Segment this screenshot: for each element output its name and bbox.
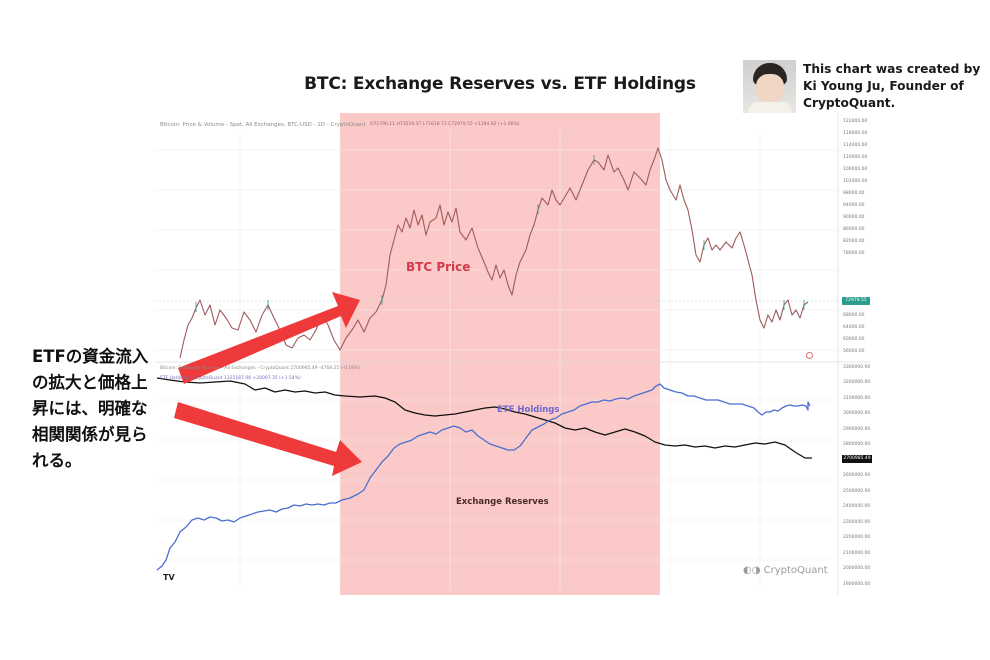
exchange-reserves-line bbox=[156, 377, 812, 459]
y-tick: 1900000.00 bbox=[843, 582, 871, 587]
highlight-region bbox=[340, 113, 660, 595]
y-tick: 60000.00 bbox=[843, 337, 865, 342]
candle-up-marks bbox=[195, 155, 805, 312]
y-tick: 2200000.00 bbox=[843, 535, 871, 540]
author-line-1: This chart was created by bbox=[803, 62, 981, 76]
author-text: This chart was created by Ki Young Ju, F… bbox=[803, 61, 983, 112]
y-tick: 102000.00 bbox=[843, 179, 868, 184]
author-line-2: Ki Young Ju, Founder of bbox=[803, 79, 964, 93]
y-tick: 78000.00 bbox=[843, 251, 865, 256]
exchange-reserves-label: Exchange Reserves bbox=[456, 497, 549, 507]
cryptoquant-watermark: ◐◑ CryptoQuant bbox=[743, 565, 828, 576]
upper-panel-ohlc: O71790.11 H73519.37 L71618.73 C72979.55 … bbox=[370, 122, 520, 127]
last-price-tag: 72979.55 bbox=[842, 297, 870, 305]
y-tick: 2400000.00 bbox=[843, 504, 871, 509]
annotation-line: ETFの資金流入 bbox=[32, 347, 149, 366]
cryptoquant-logo-icon: ◐◑ bbox=[743, 565, 761, 576]
y-tick: 56000.00 bbox=[843, 349, 865, 354]
upper-panel-header: Bitcoin: Price & Volume - Spot, All Exch… bbox=[160, 122, 366, 128]
japanese-annotation: ETFの資金流入 の拡大と価格上 昇には、明確な 相関関係が見ら れる。 bbox=[32, 344, 202, 474]
y-tick: 118000.00 bbox=[843, 131, 868, 136]
annotation-line: 相関関係が見ら bbox=[32, 425, 148, 444]
y-tick: 90000.00 bbox=[843, 215, 865, 220]
y-tick: 2300000.00 bbox=[843, 520, 871, 525]
y-tick: 106000.00 bbox=[843, 167, 868, 172]
y-tick: 2500000.00 bbox=[843, 489, 871, 494]
grid-lines bbox=[155, 130, 838, 590]
y-tick: 2800000.00 bbox=[843, 442, 871, 447]
arrow-up-right bbox=[178, 292, 360, 384]
etf-holdings-label: ETF Holdings bbox=[497, 405, 560, 415]
y-tick: 3000000.00 bbox=[843, 411, 871, 416]
y-tick: 2600000.00 bbox=[843, 473, 871, 478]
y-tick: 3200000.00 bbox=[843, 380, 871, 385]
y-tick: 82000.00 bbox=[843, 239, 865, 244]
author-line-3: CryptoQuant. bbox=[803, 96, 896, 110]
y-tick: 64000.00 bbox=[843, 325, 865, 330]
y-tick: 3100000.00 bbox=[843, 396, 871, 401]
y-tick: 68000.00 bbox=[843, 313, 865, 318]
y-tick: 94000.00 bbox=[843, 203, 865, 208]
y-tick: 98000.00 bbox=[843, 191, 865, 196]
y-tick: 3300000.00 bbox=[843, 365, 871, 370]
red-arrows bbox=[174, 292, 362, 476]
y-tick: 2900000.00 bbox=[843, 427, 871, 432]
y-tick: 2100000.00 bbox=[843, 551, 871, 556]
lower-panel-header-reserves: Bitcoin: Exchange Reserve - All Exchange… bbox=[160, 366, 361, 371]
author-credit: This chart was created by Ki Young Ju, F… bbox=[743, 60, 983, 116]
lower-panel-header-etf: ETF Holdings - CryptoQuant 1321187.06 +2… bbox=[160, 376, 301, 381]
btc-price-line bbox=[179, 147, 809, 359]
tradingview-logo-icon: TV bbox=[163, 573, 175, 582]
y-tick: 110000.00 bbox=[843, 155, 868, 160]
annotation-line: の拡大と価格上 bbox=[32, 373, 148, 392]
clock-icon[interactable] bbox=[806, 352, 813, 359]
reserve-value-tag: 2700985.49 bbox=[842, 455, 872, 463]
annotation-line: れる。 bbox=[32, 451, 82, 470]
y-tick: 86000.00 bbox=[843, 227, 865, 232]
etf-holdings-line bbox=[156, 383, 811, 571]
y-tick: 122000.00 bbox=[843, 119, 868, 124]
y-tick: 114000.00 bbox=[843, 143, 868, 148]
arrow-down-right bbox=[174, 402, 362, 476]
btc-price-label: BTC Price bbox=[406, 260, 471, 274]
author-avatar bbox=[743, 60, 796, 113]
y-tick: 2000000.00 bbox=[843, 566, 871, 571]
annotation-line: 昇には、明確な bbox=[32, 399, 148, 418]
chart-title: BTC: Exchange Reserves vs. ETF Holdings bbox=[304, 74, 696, 94]
